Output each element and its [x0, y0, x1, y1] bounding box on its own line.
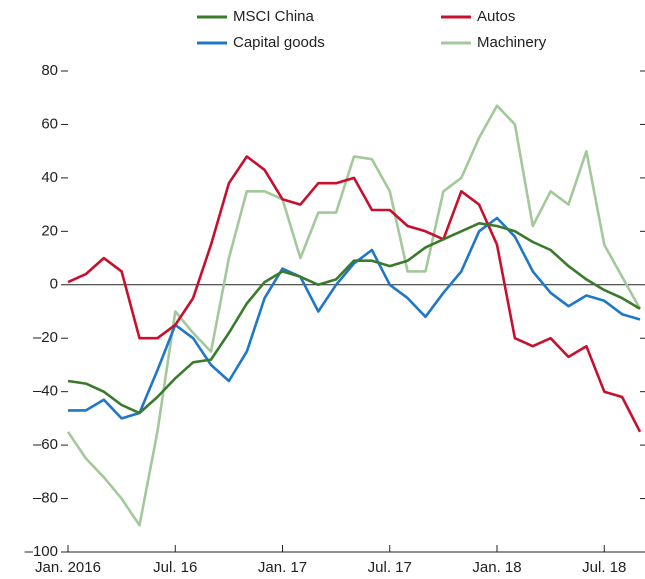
y-tick-label: 80: [41, 62, 58, 79]
series-line: [68, 216, 641, 420]
x-tick-label: Jul. 17: [368, 559, 412, 576]
x-tick-label: Jan. 17: [258, 559, 307, 576]
x-tick-label: Jan. 2016: [35, 559, 101, 576]
legend-label: Capital goods: [233, 34, 325, 51]
legend-label: Machinery: [477, 34, 547, 51]
y-tick-label: –100: [25, 543, 58, 560]
series-line: [66, 104, 642, 527]
y-tick-label: –80: [33, 490, 58, 507]
legend-label: MSCI China: [233, 8, 315, 25]
y-tick-label: 20: [41, 222, 58, 239]
x-tick-label: Jul. 16: [153, 559, 197, 576]
y-tick-label: 60: [41, 115, 58, 132]
y-tick-label: 0: [50, 276, 58, 293]
x-tick-label: Jul. 18: [582, 559, 626, 576]
y-tick-label: 40: [41, 169, 58, 186]
y-tick-label: –60: [33, 436, 58, 453]
y-tick-label: –40: [33, 383, 58, 400]
x-tick-label: Jan. 18: [472, 559, 521, 576]
legend-label: Autos: [477, 8, 515, 25]
series-line: [67, 155, 642, 433]
series-line: [67, 222, 641, 415]
y-tick-label: –20: [33, 329, 58, 346]
